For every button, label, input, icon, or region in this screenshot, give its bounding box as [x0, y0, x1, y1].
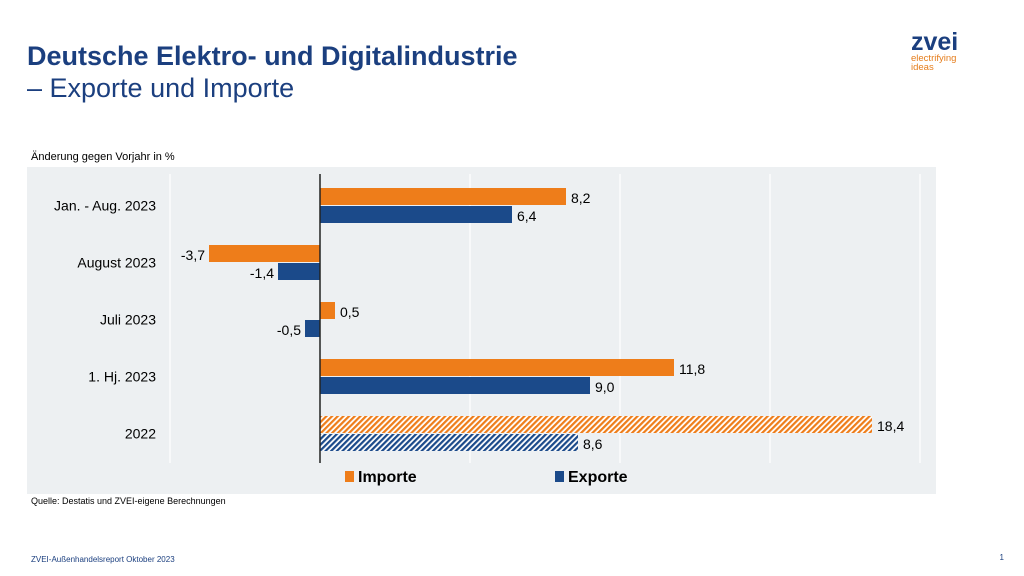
legend-swatch-importe [345, 471, 354, 482]
data-label: -0,5 [277, 322, 301, 338]
category-label: 2022 [125, 426, 156, 442]
data-label: 6,4 [517, 208, 537, 224]
logo-tagline2: ideas [911, 62, 934, 73]
title-line2: – Exporte und Importe [27, 73, 295, 103]
legend-swatch-exporte [555, 471, 564, 482]
legend-label-importe: Importe [358, 469, 417, 486]
data-label: 8,2 [571, 190, 591, 206]
bar-importe [320, 302, 335, 319]
zvei-logo: zvei electrifying ideas [911, 28, 959, 73]
footer-report: ZVEI-Außenhandelsreport Oktober 2023 [31, 555, 175, 564]
bar-exporte [278, 263, 320, 280]
data-label: 18,4 [877, 418, 904, 434]
source-note: Quelle: Destatis und ZVEI-eigene Berechn… [31, 496, 226, 506]
bar-importe [209, 245, 320, 262]
data-label: 9,0 [595, 379, 615, 395]
chart-subtitle: Änderung gegen Vorjahr in % [31, 151, 175, 163]
data-label: 0,5 [340, 304, 360, 320]
bar-importe [320, 359, 674, 376]
bar-exporte [305, 320, 320, 337]
bar-importe [320, 416, 872, 433]
page-number: 1 [999, 553, 1004, 562]
bar-exporte [320, 434, 578, 451]
logo-name: zvei [911, 28, 959, 56]
data-label: -1,4 [250, 265, 274, 281]
logo-tagline1: electrifying [911, 53, 957, 64]
page-title: Deutsche Elektro- und Digitalindustrie –… [27, 40, 518, 104]
data-label: 8,6 [583, 436, 603, 452]
data-label: -3,7 [181, 247, 205, 263]
legend-label-exporte: Exporte [568, 469, 628, 486]
data-label: 11,8 [679, 361, 705, 377]
title-line1: Deutsche Elektro- und Digitalindustrie [27, 41, 518, 71]
category-label: Juli 2023 [100, 312, 156, 328]
bar-importe [320, 188, 566, 205]
category-label: Jan. - Aug. 2023 [54, 198, 156, 214]
bar-exporte [320, 377, 590, 394]
category-label: 1. Hj. 2023 [88, 369, 156, 385]
category-label: August 2023 [77, 255, 156, 271]
bar-exporte [320, 206, 512, 223]
